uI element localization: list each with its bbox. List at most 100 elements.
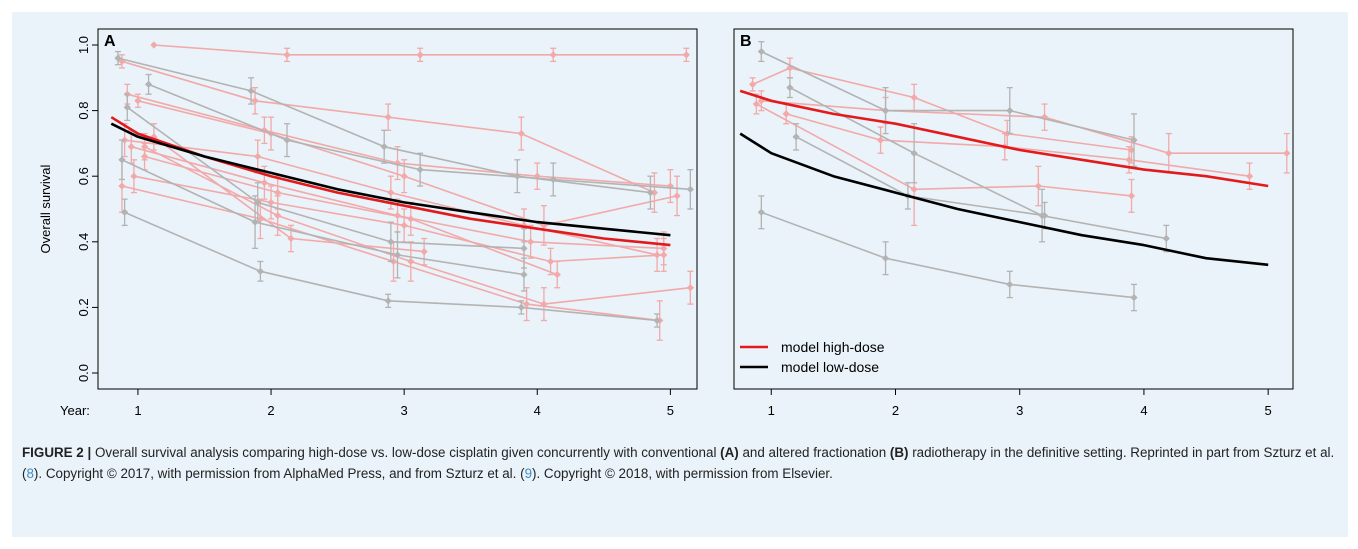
data-point xyxy=(517,303,525,311)
plot-frame xyxy=(733,28,1294,390)
data-point xyxy=(274,211,282,220)
data-point xyxy=(380,143,388,151)
x-tick-label: 4 xyxy=(1140,403,1147,418)
x-axis-prefix-label: Year: xyxy=(60,403,90,418)
study-line xyxy=(789,86,1167,240)
data-point xyxy=(782,110,790,118)
study-series-low-dose xyxy=(757,195,1138,312)
citation-link[interactable]: 8 xyxy=(26,465,34,481)
panel-a: A 1 2 3 4 5 Year: 0.0 0.2 0.4 0.6 0.8 1.0 Overall sur… xyxy=(38,28,698,418)
caption-panel-b-ref: (B) xyxy=(889,445,909,460)
x-tick-label: 2 xyxy=(267,403,274,418)
data-point xyxy=(400,172,408,180)
data-point xyxy=(400,221,408,229)
y-tick-label: 0.4 xyxy=(76,233,91,251)
caption-text: ). Copyright © 2017, with permission fro… xyxy=(33,465,525,481)
data-point xyxy=(254,152,262,161)
data-point xyxy=(881,254,890,262)
study-line xyxy=(761,100,1287,154)
data-point xyxy=(114,54,122,62)
data-point xyxy=(749,80,757,88)
data-point xyxy=(1006,280,1014,289)
study-series-high-dose xyxy=(130,159,668,276)
panel-label: A xyxy=(104,33,116,50)
data-point xyxy=(523,300,531,308)
data-point xyxy=(118,182,126,190)
data-point xyxy=(260,179,268,187)
x-tick-label: 5 xyxy=(1265,403,1272,418)
data-point xyxy=(549,175,557,184)
data-point xyxy=(650,189,659,197)
data-point xyxy=(1283,149,1291,157)
data-point xyxy=(393,251,402,259)
data-point xyxy=(517,129,525,138)
figure-caption: FIGURE 2 | Overall survival analysis com… xyxy=(22,443,1338,484)
caption-text: and altered fractionation xyxy=(738,445,890,460)
data-point xyxy=(792,133,800,141)
data-point xyxy=(1127,192,1136,200)
data-point xyxy=(686,284,694,292)
data-point xyxy=(251,97,259,105)
caption-text: ). Copyright © 2018, with permission fro… xyxy=(532,465,833,481)
data-point xyxy=(910,185,918,193)
data-point xyxy=(786,84,794,92)
data-point xyxy=(520,244,528,252)
data-point xyxy=(420,248,428,256)
data-point xyxy=(1130,136,1138,144)
model-curve-high xyxy=(739,89,1269,188)
data-point xyxy=(387,238,395,246)
data-point xyxy=(646,189,655,197)
study-line xyxy=(760,50,1135,141)
data-point xyxy=(546,257,555,266)
data-point xyxy=(553,271,561,279)
legend: model high-dose model low-dose xyxy=(740,339,885,375)
study-series-low-dose xyxy=(118,139,528,292)
study-line xyxy=(761,211,1135,299)
x-tick-label: 1 xyxy=(134,403,141,418)
data-point xyxy=(118,156,126,164)
data-point xyxy=(283,51,291,59)
study-line xyxy=(121,159,525,276)
panel-b: B 1 2 3 4 5 model high-dose model low-dose xyxy=(733,28,1294,418)
data-point xyxy=(1165,149,1173,157)
model-curve-high xyxy=(110,116,671,247)
data-point xyxy=(527,238,535,246)
data-point xyxy=(416,51,424,59)
y-axis-label: Overall survival xyxy=(38,164,53,253)
data-point xyxy=(682,51,690,59)
y-tick-label: 0.0 xyxy=(76,364,91,382)
data-point xyxy=(287,234,295,243)
data-point xyxy=(540,300,548,308)
data-point xyxy=(283,136,291,144)
study-series-high-dose xyxy=(757,90,1291,174)
data-point xyxy=(140,143,149,151)
data-point xyxy=(653,316,661,325)
study-line xyxy=(117,57,651,194)
citation-link[interactable]: 9 xyxy=(524,465,533,481)
caption-text: radiotherapy in the definitive setting. … xyxy=(22,445,1335,481)
study-series-high-dose xyxy=(118,54,659,213)
data-point xyxy=(520,271,528,279)
data-point xyxy=(127,143,135,151)
data-point xyxy=(416,166,424,174)
data-point xyxy=(407,257,415,266)
data-point xyxy=(549,51,557,59)
study-series-high-dose xyxy=(150,41,690,63)
data-point xyxy=(1130,293,1138,302)
study-series-low-dose xyxy=(114,50,655,210)
y-tick-label: 0.8 xyxy=(76,102,91,120)
data-point xyxy=(686,185,694,193)
data-point xyxy=(144,80,153,88)
caption-panel-a-ref: (A) xyxy=(720,445,739,460)
data-point xyxy=(251,218,259,226)
panel-label: B xyxy=(740,33,752,50)
study-series-high-dose xyxy=(140,132,694,322)
x-tick-label: 5 xyxy=(667,403,674,418)
data-point xyxy=(660,251,668,259)
caption-figure-label: FIGURE 2 | xyxy=(22,445,92,460)
data-point xyxy=(1125,156,1133,164)
study-series-high-dose xyxy=(123,83,674,204)
data-point xyxy=(910,93,918,102)
data-point xyxy=(1162,234,1170,243)
data-point xyxy=(256,215,264,223)
